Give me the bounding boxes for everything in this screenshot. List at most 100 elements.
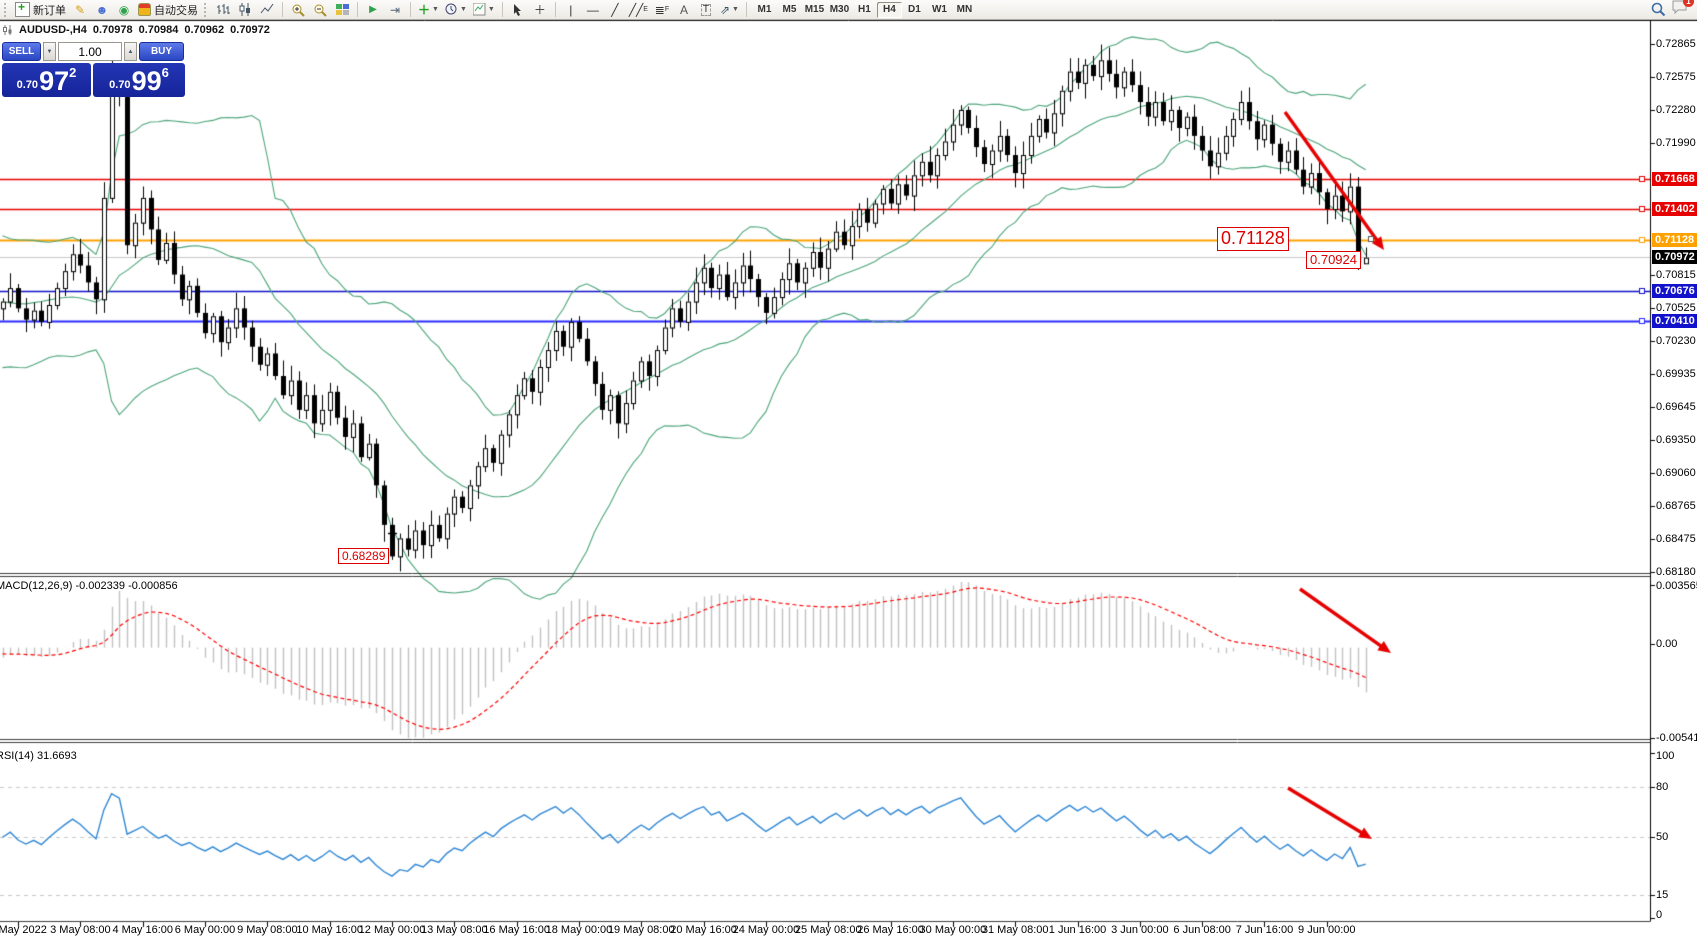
timeframe-button-w1[interactable]: W1 [931,4,947,15]
cursor-icon [513,4,521,16]
fibonacci-button[interactable]: ≣ F [652,1,672,19]
rsi-axis-label: 0 [1656,909,1663,921]
chevron-down-icon: ▼ [732,6,739,13]
ohlc-open: 0.70978 [92,24,133,36]
new-order-label: 新订单 [33,4,66,17]
timeframe-button-h4[interactable]: H4 [876,1,902,18]
signals-button[interactable]: ◉ [114,1,134,19]
text-label-icon: T [700,3,711,16]
timeframe-button-h1[interactable]: H1 [858,4,871,15]
text-button[interactable]: A [674,1,694,19]
vertical-line-icon: | [569,2,573,17]
time-axis-label: 18 May 00:00 [545,924,613,936]
time-axis-label: 12 May 00:00 [358,924,426,936]
auto-trading-icon [138,3,151,16]
crosshair-button[interactable]: ＋ [530,1,550,19]
annotation-price-label[interactable]: 0.68289 [338,548,390,565]
sell-button[interactable]: SELL [2,42,41,61]
ask-price-pip: 6 [161,65,169,80]
price-tick-label: 0.72575 [1656,70,1696,83]
volume-down-button[interactable]: ▼ [43,42,56,61]
ohlc-low: 0.70962 [184,24,225,36]
ohlc-close: 0.70972 [230,24,270,36]
text-label-button[interactable]: T [696,1,716,19]
timeframe-button-m15[interactable]: M15 [804,4,825,15]
time-axis-label: 20 May 16:00 [670,924,737,936]
profile-button[interactable]: ☻ [92,1,112,19]
rsi-indicator-label: RSI(14) 31.6693 [0,750,77,762]
toolbar-separator [554,2,556,17]
zoom-out-button[interactable] [310,1,330,19]
bid-price-pip: 2 [69,65,77,80]
trendline-button[interactable]: ╱ [605,1,625,19]
search-icon[interactable] [1651,2,1666,17]
auto-scroll-button[interactable]: ▶ [363,1,383,19]
arrows-icon: ⇗ [719,2,731,17]
candlestick-button[interactable] [235,1,255,19]
chart-window-icon [3,25,12,35]
periods-button[interactable]: ▼ [443,1,469,19]
annotation-price-label[interactable]: 0.71128 [1217,227,1289,251]
chart-shift-button[interactable]: ⇥ [385,1,405,19]
toolbar-separator [745,2,747,17]
zoom-in-button[interactable] [288,1,308,19]
notification-badge: 1 [1683,0,1694,7]
volume-input[interactable]: 1.00 [58,42,122,61]
annotation-price-label[interactable]: 0.70924 [1306,251,1361,269]
main-toolbar: + 新订单 ✎ ☻ ◉ 自动交易 ▶ ⇥ ＋ ▼ ▼ [0,0,1697,20]
bid-price-tile[interactable]: 0.70 97 2 [2,63,91,97]
one-click-trading-panel: SELL ▼ 1.00 ▲ BUY 0.70 97 2 0.70 99 6 [2,42,185,97]
tile-windows-icon [335,4,349,15]
notifications-button[interactable]: 1 [1672,0,1694,19]
rsi-axis-label: 80 [1656,780,1669,793]
cursor-button[interactable] [508,1,528,19]
vertical-line-button[interactable]: | [561,1,581,19]
templates-button[interactable]: ▼ [471,1,497,19]
time-axis-label: 26 May 16:00 [857,924,924,936]
line-chart-button[interactable] [257,1,277,19]
horizontal-line-button[interactable]: — [583,1,603,19]
timeframe-button-m1[interactable]: M1 [757,4,772,15]
indicators-button[interactable]: ＋ ▼ [416,1,441,19]
price-tick-label: 0.69645 [1656,401,1696,414]
new-order-icon: + [15,0,30,17]
channel-button[interactable]: ╱╱ E [627,1,650,19]
timeframe-button-mn[interactable]: MN [956,4,973,15]
time-axis-label: 16 May 16:00 [483,924,550,936]
fibonacci-icon: ≣ [654,2,665,17]
auto-trading-button[interactable]: 自动交易 [136,1,200,19]
templates-icon [472,3,486,16]
timeframe-button-m30[interactable]: M30 [829,4,850,15]
bar-chart-button[interactable] [213,1,233,19]
toolbar-separator [501,2,503,17]
time-axis-label: 7 Jun 16:00 [1235,924,1294,936]
bid-price-big: 97 [39,66,70,96]
price-tick-label: 0.69060 [1656,466,1696,479]
toolbar-separator [357,2,358,17]
time-axis-label: 24 May 00:00 [732,924,800,936]
price-tick-label: 0.69350 [1656,434,1696,447]
crosshair-icon: ＋ [533,2,546,17]
price-line-badge: 0.71128 [1652,232,1697,247]
ask-price-tile[interactable]: 0.70 99 6 [93,63,185,97]
arrows-button[interactable]: ⇗ ▼ [718,1,741,19]
text-icon: A [679,2,688,17]
ask-price-small: 0.70 [109,79,131,91]
new-order-button[interactable]: + 新订单 [13,0,68,19]
time-axis-label: 1 Jun 16:00 [1048,924,1107,936]
bar-chart-icon [217,4,230,14]
timeframe-button-d1[interactable]: D1 [908,4,921,15]
tile-windows-button[interactable] [332,1,352,19]
timeframe-button-m5[interactable]: M5 [782,4,797,15]
volume-up-button[interactable]: ▲ [124,42,137,61]
ask-price-big: 99 [131,66,162,96]
crayon-button[interactable]: ✎ [70,1,90,19]
crayon-icon: ✎ [74,2,86,17]
chart-title-bar: AUDUSD-,H4 0.70978 0.70984 0.70962 0.709… [3,23,270,37]
time-axis-label: 30 May 00:00 [919,924,987,936]
chevron-down-icon: ▼ [487,6,495,13]
time-axis-label: 13 May 08:00 [420,924,488,936]
buy-button[interactable]: BUY [139,42,184,61]
price-tick-label: 0.70815 [1656,269,1696,282]
